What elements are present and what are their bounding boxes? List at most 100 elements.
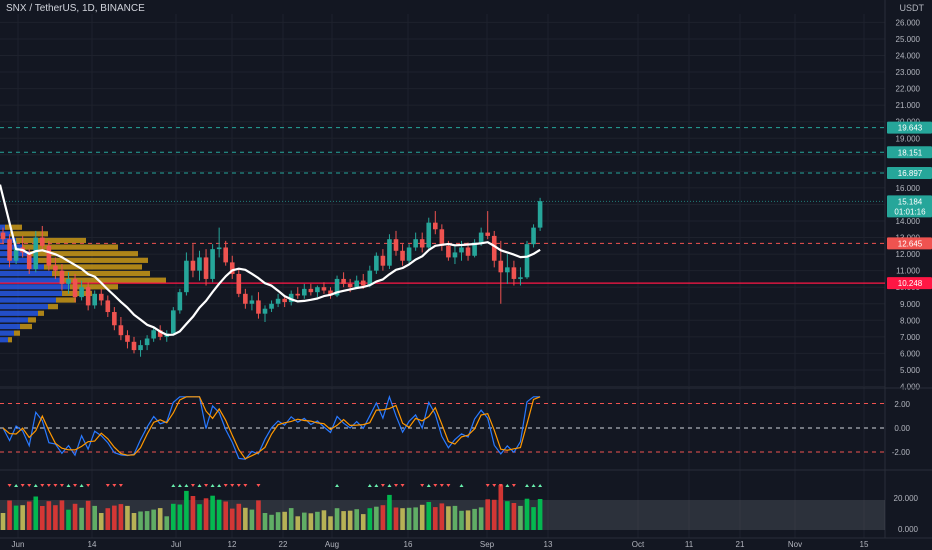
signal-arrow-down <box>73 484 78 487</box>
volume-profile-bar-gold <box>30 251 138 257</box>
candle-body <box>393 239 399 251</box>
moving-average-line <box>0 184 541 336</box>
signal-arrow-down <box>190 484 195 487</box>
time-tick-label: 13 <box>544 540 553 549</box>
candle-body <box>426 222 432 248</box>
volume-profile-bar-gold <box>70 284 118 290</box>
volume-bar <box>439 503 445 530</box>
oscillator-line-orange <box>2 396 541 460</box>
candle-body <box>354 280 359 288</box>
candle-body <box>0 232 6 240</box>
time-tick-label: Jul <box>171 540 181 549</box>
volume-bar <box>472 508 477 530</box>
volume-profile-bar-blue <box>0 337 8 343</box>
signal-arrow-down <box>433 484 438 487</box>
candle-body <box>125 335 130 342</box>
candle-body <box>262 308 268 314</box>
volume-bar <box>105 508 111 530</box>
volume-bar <box>125 505 130 530</box>
volume-bar <box>92 505 97 530</box>
candle-body <box>46 245 52 266</box>
red-dashed-price-label: 12.645 <box>898 239 923 248</box>
signal-arrow-up <box>171 484 176 487</box>
candle-body <box>439 229 445 246</box>
candle-body <box>190 260 196 271</box>
candle-body <box>144 338 150 346</box>
signal-arrow-down <box>498 484 503 487</box>
volume-bar <box>419 504 425 530</box>
signal-arrow-down <box>118 484 123 487</box>
volume-bar <box>243 507 248 530</box>
volume-bar <box>171 503 176 530</box>
currency-label: USDT <box>899 3 925 13</box>
volume-bar <box>223 501 228 530</box>
candle-body <box>387 239 392 266</box>
volume-profile-bar-gold <box>22 244 118 250</box>
signal-arrow-down <box>7 484 12 487</box>
volume-profile-bar-blue <box>0 304 48 310</box>
candle-body <box>465 247 471 256</box>
volume-bar <box>380 505 386 530</box>
time-tick-label: Jun <box>12 540 25 549</box>
time-tick-label: Sep <box>480 540 495 549</box>
volume-profile-bar-blue <box>0 257 38 263</box>
volume-bar <box>112 505 117 530</box>
price-tick-label: 14.000 <box>896 217 921 226</box>
volume-bar <box>478 507 484 530</box>
signal-arrow-down <box>86 484 91 487</box>
candle-body <box>367 270 373 286</box>
volume-bar <box>229 508 235 530</box>
signal-arrow-down <box>230 484 235 487</box>
signal-arrow-up <box>33 484 38 487</box>
signal-arrow-up <box>197 484 202 487</box>
candle-body <box>406 247 412 261</box>
signal-arrow-up <box>177 484 182 487</box>
signal-arrow-down <box>236 484 241 487</box>
time-tick-label: 21 <box>736 540 745 549</box>
time-tick-label: Aug <box>325 540 339 549</box>
volume-bar <box>308 513 314 530</box>
signal-arrow-up <box>367 484 372 487</box>
price-tick-label: 11.000 <box>896 267 920 276</box>
time-tick-label: 14 <box>88 540 97 549</box>
price-tick-label: 12.000 <box>896 250 921 259</box>
candle-body <box>524 244 530 278</box>
candle-body <box>177 292 183 311</box>
candle-body <box>537 201 543 228</box>
volume-bar <box>511 503 517 530</box>
volume-bar <box>249 509 255 530</box>
candle-body <box>203 257 209 279</box>
candle-body <box>328 290 333 296</box>
signal-arrow-up <box>79 484 84 487</box>
candle-body <box>79 287 84 298</box>
volume-bar <box>505 501 510 530</box>
candle-body <box>374 255 379 271</box>
signal-arrow-down <box>40 484 45 487</box>
volume-bar <box>524 498 530 530</box>
volume-bar <box>485 499 490 530</box>
volume-bar <box>0 513 6 530</box>
signal-arrow-up <box>335 484 340 487</box>
volume-profile-bar-gold <box>44 264 142 270</box>
volume-bar <box>426 502 432 530</box>
candle-body <box>269 303 274 309</box>
price-tick-label: 24.000 <box>896 52 921 61</box>
price-tick-label: 19.000 <box>896 134 921 143</box>
time-tick-label: 22 <box>279 540 288 549</box>
volume-bar <box>315 511 320 530</box>
signal-arrow-down <box>46 484 51 487</box>
candle-body <box>288 293 294 303</box>
volume-bar <box>433 507 438 530</box>
candle-body <box>216 247 222 250</box>
volume-bar <box>190 496 196 530</box>
volume-bar <box>197 504 202 530</box>
volume-tick-label: 0.000 <box>898 525 919 534</box>
time-tick-label: 16 <box>404 540 413 549</box>
time-tick-label: 12 <box>228 540 237 549</box>
candle-body <box>308 288 314 293</box>
candle-body <box>347 283 353 288</box>
volume-bar <box>347 510 353 530</box>
volume-bar <box>164 516 170 530</box>
volume-bar <box>46 501 52 530</box>
